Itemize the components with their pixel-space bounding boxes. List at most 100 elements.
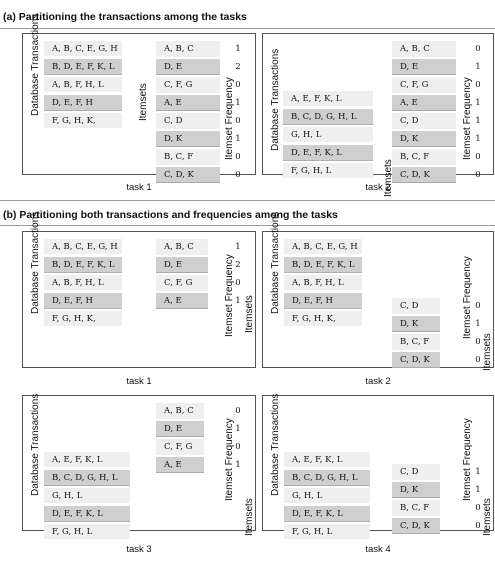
itemset-row: C, D — [392, 464, 440, 480]
task-caption: task 2 — [365, 182, 391, 193]
itemset-row: A, B, C — [392, 41, 456, 57]
frequency-value: 1 — [475, 62, 481, 72]
database-transactions-label: Database Transactions — [270, 393, 281, 496]
frequency-value: 1 — [475, 98, 481, 108]
database-transactions-label: Database Transactions — [30, 13, 41, 116]
itemset-row: C, D — [392, 113, 456, 129]
itemset-row: D, K — [392, 316, 440, 332]
frequency-value: 1 — [235, 460, 241, 470]
section-divider — [0, 200, 495, 201]
transaction-row: A, B, C, E, G, H — [44, 239, 122, 255]
transaction-row: A, E, F, K, L — [283, 91, 373, 107]
itemset-row: B, C, F — [392, 149, 456, 165]
section-a-title: (a) Partitioning the transactions among … — [3, 11, 247, 23]
itemset-frequency-label: Itemset Frequency — [462, 256, 473, 339]
itemset-row: B, C, F — [392, 500, 440, 516]
itemset-row: D, E — [156, 59, 220, 75]
itemset-row: A, E — [156, 95, 220, 111]
frequency-value: 0 — [235, 80, 241, 90]
task-caption: task 2 — [365, 376, 391, 387]
section-a-rule — [0, 28, 495, 29]
itemsets-label: Itemsets — [482, 498, 493, 536]
task-caption: task 3 — [126, 544, 152, 555]
itemset-row: C, D — [392, 298, 440, 314]
itemset-row: A, E — [156, 293, 208, 309]
frequency-value: 1 — [235, 242, 241, 252]
itemset-row: A, E — [392, 95, 456, 111]
itemset-row: C, D, K — [392, 518, 440, 534]
transaction-row: D, E, F, K, L — [44, 506, 130, 522]
transaction-row: D, E, F, H — [44, 293, 122, 309]
itemset-row: C, D, K — [392, 352, 440, 368]
task-caption: task 1 — [126, 182, 152, 193]
frequency-value: 0 — [235, 170, 241, 180]
database-transactions-label: Database Transactions — [270, 211, 281, 314]
itemsets-label: Itemsets — [244, 295, 255, 333]
frequency-value: 1 — [235, 98, 241, 108]
frequency-value: 0 — [475, 301, 481, 311]
frequency-value: 1 — [475, 116, 481, 126]
database-transactions-label: Database Transactions — [270, 48, 281, 151]
itemset-frequency-label: Itemset Frequency — [462, 418, 473, 501]
transaction-row: D, E, F, H — [284, 293, 362, 309]
itemset-row: A, B, C — [156, 239, 208, 255]
frequency-value: 1 — [235, 134, 241, 144]
frequency-value: 1 — [475, 134, 481, 144]
itemset-frequency-label: Itemset Frequency — [462, 77, 473, 160]
itemset-row: A, B, C — [156, 41, 220, 57]
transaction-row: B, D, E, F, K, L — [284, 257, 362, 273]
frequency-value: 1 — [475, 467, 481, 477]
frequency-value: 1 — [235, 424, 241, 434]
transaction-row: D, E, F, H — [44, 95, 122, 111]
frequency-value: 1 — [475, 319, 481, 329]
database-transactions-label: Database Transactions — [30, 211, 41, 314]
transaction-row: A, B, C, E, G, H — [284, 239, 362, 255]
transaction-row: G, H, L — [284, 488, 370, 504]
task-caption: task 1 — [126, 376, 152, 387]
transaction-row: F, G, H, L — [44, 524, 130, 540]
task-caption: task 4 — [365, 544, 391, 555]
frequency-value: 0 — [475, 152, 481, 162]
itemset-row: B, C, F — [156, 149, 220, 165]
transaction-row: F, G, H, K, — [284, 311, 362, 327]
itemsets-label: Itemsets — [138, 83, 149, 121]
transaction-row: A, E, F, K, L — [284, 452, 370, 468]
transaction-row: A, B, F, H, L — [44, 77, 122, 93]
frequency-value: 1 — [235, 296, 241, 306]
transaction-row: A, B, F, H, L — [284, 275, 362, 291]
frequency-value: 0 — [235, 152, 241, 162]
transaction-row: B, D, E, F, K, L — [44, 257, 122, 273]
frequency-value: 0 — [475, 503, 481, 513]
transaction-row: B, C, D, G, H, L — [284, 470, 370, 486]
frequency-value: 2 — [235, 62, 241, 72]
itemset-row: A, B, C — [156, 403, 204, 419]
frequency-value: 0 — [475, 80, 481, 90]
transaction-row: G, H, L — [44, 488, 130, 504]
frequency-value: 0 — [475, 44, 481, 54]
itemset-row: D, K — [392, 482, 440, 498]
frequency-value: 0 — [475, 170, 481, 180]
frequency-value: 0 — [235, 116, 241, 126]
section-b-rule — [0, 225, 495, 226]
frequency-value: 0 — [475, 521, 481, 531]
itemsets-label: Itemsets — [482, 333, 493, 371]
transaction-row: G, H, L — [283, 127, 373, 143]
section-b-title: (b) Partitioning both transactions and f… — [3, 209, 338, 221]
itemset-row: D, E — [156, 257, 208, 273]
transaction-row: A, B, C, E, G, H — [44, 41, 122, 57]
transaction-row: F, G, H, K, — [44, 311, 122, 327]
transaction-row: D, E, F, K, L — [284, 506, 370, 522]
transaction-row: A, E, F, K, L — [44, 452, 130, 468]
itemset-row: D, K — [156, 131, 220, 147]
itemset-row: C, D, K — [156, 167, 220, 183]
frequency-value: 0 — [235, 278, 241, 288]
frequency-value: 1 — [475, 485, 481, 495]
transaction-row: D, E, F, K, L — [283, 145, 373, 161]
itemset-row: A, E — [156, 457, 204, 473]
itemset-row: C, F, G — [392, 77, 456, 93]
transaction-row: F, G, H, L — [283, 163, 373, 179]
itemset-row: C, F, G — [156, 77, 220, 93]
task-panel — [22, 231, 256, 368]
itemset-row: C, D, K — [392, 167, 456, 183]
frequency-value: 0 — [235, 406, 241, 416]
